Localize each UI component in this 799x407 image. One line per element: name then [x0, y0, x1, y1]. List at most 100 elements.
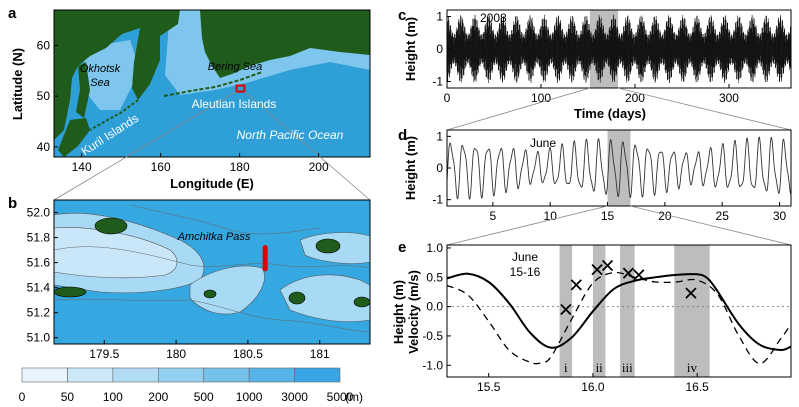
colorbar-labels: 0 50 100 200 500 1000 3000 5000 [19, 390, 354, 404]
panel-d: June 5 10 15 20 25 30 -1 0 1 Height (m) d [398, 127, 792, 246]
colorbar: 0 50 100 200 500 1000 3000 5000 (m) [19, 367, 363, 404]
panel-c-ylabel: Height (m) [403, 17, 418, 81]
panel-d-x-tick-label-4: 25 [716, 209, 730, 223]
panel-e-band-i [559, 245, 573, 377]
colorbar-label-2: 100 [103, 390, 123, 404]
panel-b-island-far-east [353, 296, 371, 308]
panel-e-marker-4 [622, 267, 635, 279]
panel-b-contour-2 [53, 299, 371, 333]
panel-d-annotation: June [530, 136, 556, 150]
colorbar-swatch-3 [157, 367, 205, 383]
panel-e-y-tick-label-0: -1.0 [422, 358, 443, 372]
panel-b-y-tick-label-5: 52.0 [27, 206, 51, 220]
colorbar-label-0: 0 [19, 390, 26, 404]
panel-a-zoom-line-right [244, 91, 371, 201]
panel-e-x-tick-label-2: 16.5 [686, 380, 710, 394]
panel-a-frame [53, 9, 371, 158]
panel-b-letter: b [8, 195, 17, 212]
panel-e-ylabel-outer: Height (m) [391, 280, 406, 344]
panel-e: i ii iii iv June 15-16 15.5 16.0 16.5 -1.0-0.… [391, 239, 792, 394]
colorbar-swatches [21, 367, 341, 383]
panel-c-height-trace [446, 14, 792, 84]
panel-a-letter: a [8, 5, 17, 22]
panel-b-x-ticks: 179.5 180 180.5 181 [89, 340, 330, 361]
colorbar-swatch-4 [203, 367, 250, 383]
panel-b-island-south [288, 291, 306, 305]
panel-e-y-ticks: -1.0 -0.5 0.0 0.5 1.0 [422, 241, 451, 372]
panel-d-ylabel: Height (m) [403, 136, 418, 200]
panel-e-x-ticks: 15.5 16.0 16.5 [477, 373, 709, 394]
panel-b-y-tick-label-4: 51.8 [27, 231, 51, 245]
panel-b-frame [53, 199, 371, 345]
colorbar-label-6: 3000 [281, 390, 308, 404]
panel-c-zoom-line-right [617, 87, 792, 131]
panel-b-x-tick-label-1: 180 [166, 347, 186, 361]
panel-b-y-tick-label-3: 51.6 [27, 256, 51, 270]
panel-d-height-trace [446, 136, 792, 200]
panel-a-x-tick-label-0: 140 [72, 160, 92, 174]
panel-c-x-tick-label-2: 200 [625, 91, 645, 105]
panel-a-shelf-okhotsk [84, 40, 140, 110]
panel-e-marker-5 [633, 269, 645, 281]
panel-a-ylabel: Latitude (N) [10, 48, 25, 120]
panel-d-zoom-line-right [630, 205, 792, 246]
panel-a-land-sakhalin [76, 62, 90, 118]
panel-e-band-label-i: i [564, 360, 568, 375]
colorbar-swatch-0 [21, 367, 68, 383]
panel-b-island-west [53, 286, 87, 298]
panel-a-x-ticks: 140 160 180 200 [72, 153, 329, 174]
panel-d-x-tick-label-3: 20 [658, 209, 672, 223]
panel-b-contour-3 [129, 204, 321, 235]
colorbar-unit: (m) [345, 390, 363, 404]
panel-e-y-tick-label-4: 1.0 [426, 241, 443, 255]
panel-e-marker-1 [570, 279, 582, 291]
panel-c-x-tick-label-1: 100 [531, 91, 551, 105]
panel-a: Okhotsk Sea Bering Sea Aleutian Islands … [8, 5, 371, 201]
panel-e-marker-2 [591, 264, 603, 276]
panel-a-x-tick-label-1: 160 [151, 160, 171, 174]
panel-a-aleutian-label: Aleutian Islands [192, 97, 277, 111]
panel-d-y-ticks: -1 0 1 [432, 129, 451, 207]
panel-c-y-ticks: -1 0 1 [432, 10, 451, 89]
panel-c-y-tick-label-2: 1 [436, 10, 443, 24]
panel-e-markers [560, 259, 697, 316]
panel-a-land-alaska [200, 10, 370, 78]
panel-b-x-tick-label-3: 181 [310, 347, 330, 361]
panel-a-land-kamchatka [132, 28, 160, 100]
panel-a-zoom-line-left [53, 91, 237, 201]
panel-d-x-ticks: 5 10 15 20 25 30 [490, 202, 787, 223]
panel-a-x-tick-label-3: 200 [309, 160, 329, 174]
panel-e-marker-6 [685, 287, 697, 299]
panel-c-zoom-line-left [446, 87, 590, 131]
panel-b-y-tick-label-0: 51.0 [27, 331, 51, 345]
panel-a-y-tick-label-1: 50 [37, 89, 51, 103]
panel-d-zoom-line-left [446, 205, 608, 246]
colorbar-label-4: 500 [194, 390, 214, 404]
panel-e-annotation-line2: 15-16 [510, 265, 541, 279]
panel-a-x-tick-label-2: 180 [230, 160, 250, 174]
panel-d-y-tick-label-1: 0 [436, 161, 443, 175]
panel-b-y-tick-label-2: 51.4 [27, 281, 51, 295]
panel-b: Amchitka Pass 179.5 180 180.5 181 51.051.25… [8, 195, 371, 361]
panel-b-bathymetry [53, 204, 371, 333]
panel-a-aleutian-chain [163, 71, 263, 97]
panel-c-annotation: 2008 [480, 11, 507, 25]
colorbar-label-5: 1000 [236, 390, 263, 404]
panel-e-velocity-curve [446, 272, 792, 352]
panel-c: 2008 0 100 200 300 -101 Time (days) Height … [398, 7, 792, 131]
panel-c-x-tick-label-0: 0 [444, 91, 451, 105]
panel-a-land-japan [58, 118, 90, 157]
panel-a-okhotsk-label-1: Okhotsk [80, 63, 121, 75]
colorbar-label-3: 200 [148, 390, 168, 404]
panel-a-land-asia [54, 10, 180, 140]
panel-c-y-tick-label-0: -1 [432, 75, 443, 89]
panel-e-ylabel-inner: Velocity (m/s) [406, 270, 421, 354]
panel-e-frame [446, 244, 792, 378]
panel-b-y-ticks: 51.0 51.2 51.4 51.6 51.8 52.0 [27, 206, 58, 345]
colorbar-swatch-5 [248, 367, 295, 383]
panel-e-marker-3 [601, 259, 614, 272]
panel-a-okhotsk-label-2: Sea [90, 77, 110, 89]
colorbar-swatch-2 [112, 367, 159, 383]
panel-e-band-label-ii: ii [596, 360, 604, 375]
